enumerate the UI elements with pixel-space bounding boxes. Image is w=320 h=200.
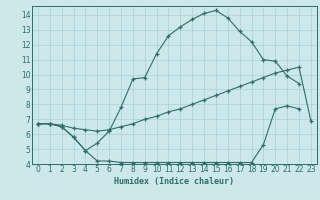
X-axis label: Humidex (Indice chaleur): Humidex (Indice chaleur) (115, 177, 234, 186)
